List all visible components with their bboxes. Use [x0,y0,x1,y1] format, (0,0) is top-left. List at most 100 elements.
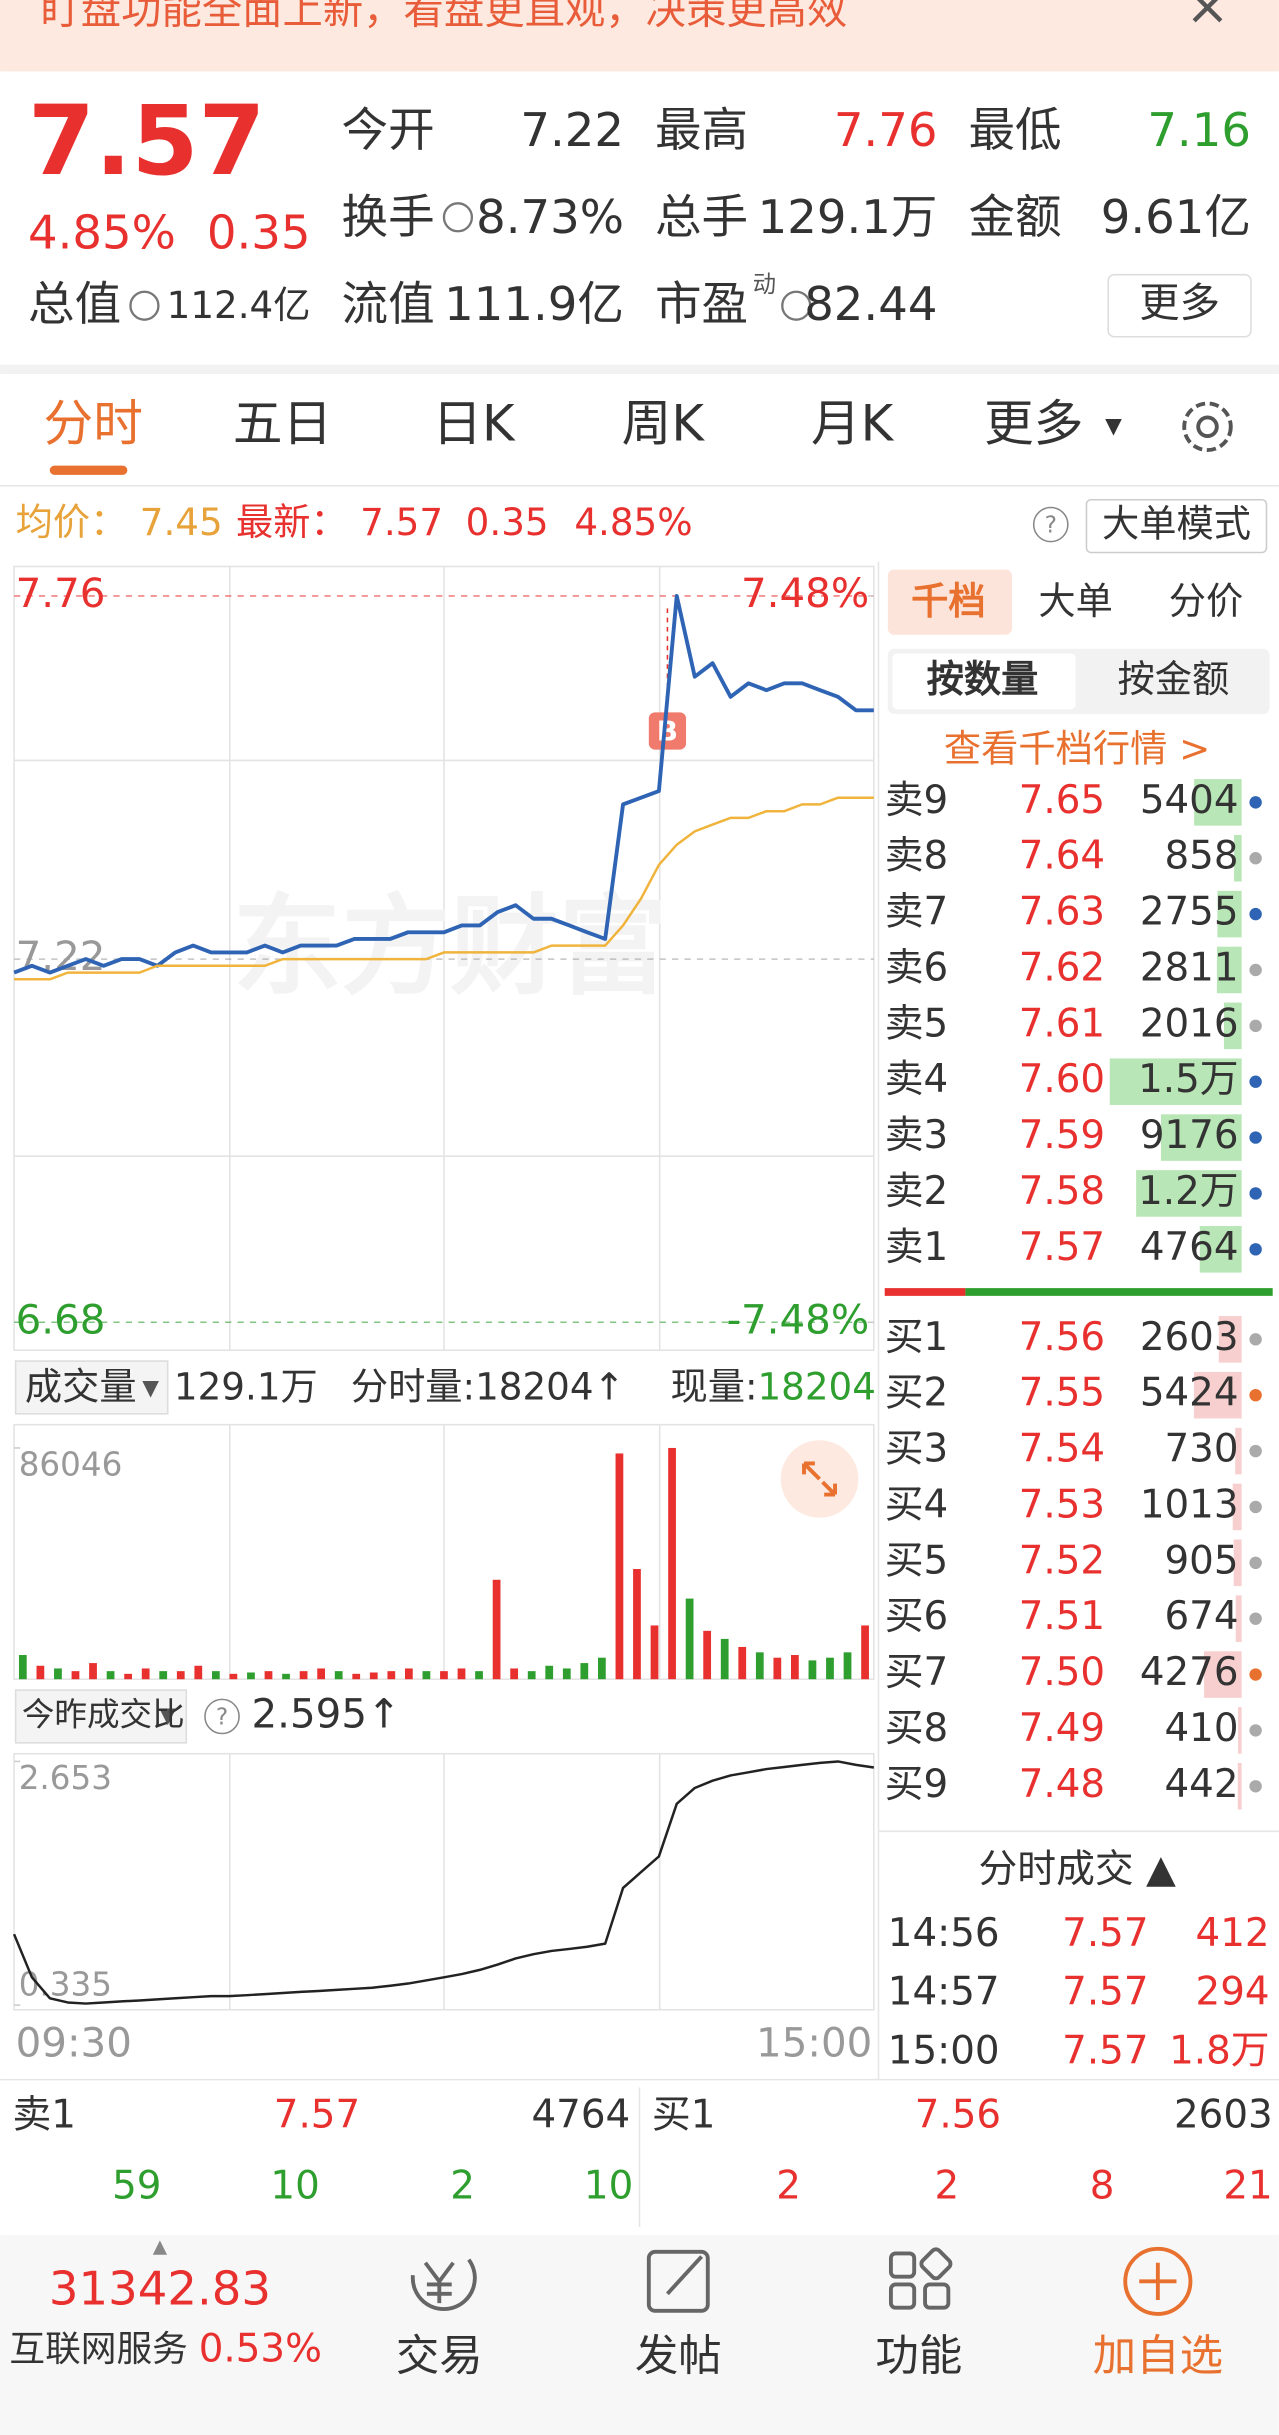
volume-bar [71,1671,80,1680]
volume-bar [159,1671,168,1680]
level-price: 7.56 [1019,1315,1105,1360]
x-tick-label: 15:00 [756,2019,872,2066]
level-dot [1249,1333,1262,1346]
y-tick-label: 7.76 [16,570,106,617]
buy-count: 8 [1090,2164,1115,2209]
volume-bar [457,1668,466,1680]
tab[interactable]: 日K [432,394,516,452]
level-dot [1249,1724,1262,1737]
level-label: 买3 [885,1427,948,1472]
trade-price: 7.57 [1062,2029,1148,2074]
level-dot [1249,1243,1262,1256]
book-tab[interactable]: 分价 [1169,579,1243,623]
help-icon[interactable] [204,1698,240,1735]
level-qty: 4764 [1140,1225,1239,1270]
book-tab[interactable]: 千档 [911,579,985,623]
book-link[interactable]: 查看千档行情 > [944,727,1210,771]
trades-title[interactable]: 分时成交 ▲ [979,1847,1176,1892]
level-price: 7.58 [1019,1169,1105,1214]
volume-bar [176,1671,185,1680]
tab[interactable]: 月K [811,394,895,452]
volume-bar [755,1652,764,1680]
change: 0.35 [207,205,311,259]
index-value[interactable]: 31342.83 [49,2262,271,2316]
series-line [14,796,874,981]
level-qty: 858 [1165,834,1239,879]
level-price: 7.54 [1019,1427,1105,1472]
nav-item[interactable]: 加自选 [1093,2331,1223,2381]
level-price: 7.51 [1019,1594,1105,1639]
mode-button-label[interactable]: 大单模式 [1102,502,1251,546]
volume-bar [404,1668,413,1680]
level-dot [1249,852,1262,865]
nav-item[interactable]: 功能 [875,2331,962,2381]
ratio-value: 2.595↑ [252,1690,401,1737]
quote-price: 7.56 [915,2092,1001,2137]
volume-selector[interactable] [14,1360,169,1415]
info-change: 0.35 [466,500,549,544]
stat-label: 换手 [342,190,435,244]
volume-bar [317,1668,326,1680]
volume-bar [54,1668,62,1680]
help-icon: ? [1045,512,1057,539]
stat-label: 市盈 [655,277,748,331]
book-tab[interactable]: 大单 [1038,579,1112,623]
volume-bar [18,1655,27,1680]
volume-bar [282,1673,290,1680]
tab[interactable]: 周K [622,394,706,452]
level-price: 7.59 [1019,1113,1105,1158]
level-qty: 442 [1165,1762,1239,1807]
add-icon[interactable] [1123,2246,1193,2316]
ratio-selector[interactable] [14,1689,188,1744]
level-label: 卖9 [885,778,948,823]
close-button[interactable]: × [1185,0,1229,37]
nav-item[interactable]: 发帖 [635,2331,722,2381]
more-button[interactable] [1107,273,1252,338]
volume-bar [229,1673,238,1680]
toggle-active [892,653,1076,710]
separator [0,364,1279,375]
volume-bar [422,1671,431,1680]
level-dot [1249,907,1262,921]
level-qty: 1.5万 [1138,1057,1238,1102]
tab[interactable]: 更多 [984,394,1083,452]
volume-total: 129.1万 [174,1364,318,1408]
settings-icon[interactable] [1182,401,1233,453]
level-qty: 5424 [1140,1371,1239,1416]
help-icon[interactable] [1032,506,1069,543]
stat-value: 9.61亿 [1101,190,1251,244]
buy-marker-label: B [657,715,678,748]
level-qty: 905 [1165,1538,1239,1583]
depth-bar [1216,946,1242,994]
depth-bar [1237,1763,1242,1810]
volume-bar [334,1671,343,1680]
tab[interactable]: 五日 [233,394,332,452]
volume-bar [720,1638,729,1680]
volume-bar [124,1673,132,1680]
y-tick-label: 0.335 [19,1965,112,2003]
tab-highlight [887,569,1012,635]
depth-bar [1136,1170,1242,1217]
trade-price: 7.57 [1062,1911,1148,1956]
level-price: 7.49 [1019,1706,1105,1751]
volume-bar [633,1569,641,1680]
volume-bar [580,1663,589,1680]
more-button-label[interactable]: 更多 [1139,280,1220,327]
volume-bar [510,1668,519,1680]
volume-bar [141,1668,150,1680]
y2-tick-label: 7.48% [741,570,869,617]
level-price: 7.48 [1019,1762,1105,1807]
tab[interactable]: 分时 [44,394,143,452]
volume-label: 成交量 [25,1364,137,1408]
level-dot [1249,1668,1262,1681]
nav-item[interactable]: 交易 [396,2331,483,2381]
mode-button[interactable] [1085,498,1268,554]
level-qty: 1.2万 [1138,1169,1238,1214]
book-toggle[interactable]: 按数量 [927,657,1039,701]
stat-label: 最高 [655,103,748,157]
info-latest-label: 最新： [236,500,348,544]
tab-underline [49,465,128,475]
volume-bar [194,1665,203,1680]
dropdown-arrow: ▼ [1105,414,1122,439]
book-toggle[interactable]: 按金额 [1118,657,1230,701]
